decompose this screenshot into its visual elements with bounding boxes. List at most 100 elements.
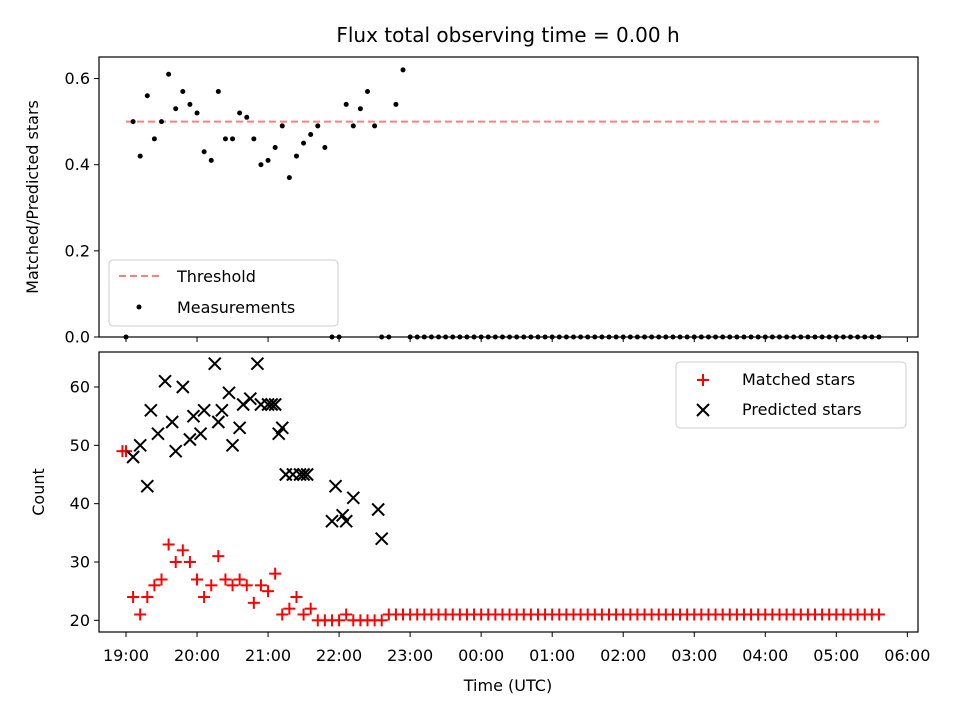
predicted-star-point (183, 432, 197, 447)
measurement-point (194, 110, 200, 116)
matched-star-point (205, 579, 218, 592)
bottom-x-ticks: 19:00 20:00 21:00 22:00 23:00 00:00 01:00 02:00… (103, 632, 930, 665)
predicted-star-point (243, 391, 258, 406)
bottom-x-tick-label: 03:00 (671, 646, 717, 665)
measurement-point (201, 149, 207, 155)
chart-title: Flux total observing time = 0.00 h (336, 23, 679, 47)
measurement-point (301, 140, 307, 146)
bottom-y-tick-label: 20 (70, 611, 90, 630)
measurement-point (159, 119, 165, 125)
bottom-x-tick-label: 19:00 (103, 646, 149, 665)
bottom-legend: Matched stars Predicted stars (675, 361, 907, 429)
matched-star-point (375, 614, 388, 627)
measurement-point (308, 132, 314, 138)
measurement-point (322, 144, 328, 150)
measurement-point (279, 123, 285, 129)
bottom-x-tick-label: 00:00 (458, 646, 504, 665)
predicted-star-point (225, 438, 240, 453)
predicted-star-point (165, 415, 179, 429)
predicted-star-point (375, 531, 389, 546)
predicted-star-point (325, 514, 339, 528)
matched-star-point (191, 573, 204, 586)
bottom-x-tick-label: 22:00 (316, 646, 362, 665)
matched-star-point (340, 608, 353, 621)
matched-star-point (212, 550, 225, 563)
measurement-point (372, 123, 378, 129)
top-y-tick-label: 0.2 (65, 241, 90, 260)
measurement-point (187, 101, 193, 107)
measurement-point (144, 93, 150, 99)
bottom-plot-area (116, 356, 885, 627)
measurement-point (272, 144, 278, 150)
measurement-point (350, 123, 356, 129)
matched-star-point (162, 538, 175, 551)
matched-star-point (276, 608, 289, 621)
predicted-legend-marker (696, 403, 710, 417)
measurement-point (400, 67, 406, 73)
bottom-y-tick-label: 60 (70, 378, 90, 397)
predicted-star-point (268, 397, 282, 412)
matched-star-point (333, 614, 346, 627)
predicted-star-point (215, 403, 229, 418)
measurements-legend-label: Measurements (177, 298, 295, 317)
measurement-point (166, 71, 172, 77)
matched-star-point (226, 579, 239, 592)
bottom-panel: 20 30 40 50 60 19:00 20:00 21:00 22:00 23:00 00:0… (29, 351, 930, 695)
threshold-legend-label: Threshold (176, 267, 256, 286)
matched-star-point (254, 579, 267, 592)
matched-star-point (219, 573, 232, 586)
matched-star-point (198, 591, 211, 603)
measurement-point (215, 88, 221, 94)
predicted-star-point (140, 479, 155, 493)
predicted-star-point (169, 444, 183, 458)
matched-star-point (269, 567, 282, 580)
measurement-point (315, 123, 321, 129)
matched-star-point (304, 602, 317, 615)
measurement-point (365, 88, 371, 94)
matched-star-point (240, 579, 253, 592)
predicted-star-point (346, 491, 361, 505)
predicted-star-point (193, 426, 208, 441)
predicted-star-point (186, 409, 201, 423)
measurement-point (343, 101, 349, 107)
measurement-point (230, 136, 236, 142)
measurements-legend-marker (136, 304, 142, 310)
matched-star-point (119, 445, 132, 458)
bottom-x-tick-label: 01:00 (529, 646, 575, 665)
measurement-point (293, 153, 299, 159)
bottom-y-tick-label: 50 (70, 436, 90, 455)
predicted-star-point (208, 356, 222, 371)
predicted-star-point (232, 421, 247, 435)
matched-star-point (262, 585, 275, 598)
matched-star-point (183, 556, 196, 568)
predicted-star-point (151, 426, 165, 441)
measurement-point (130, 119, 136, 125)
measurement-point (265, 157, 271, 163)
bottom-y-tick-label: 30 (70, 553, 90, 572)
bottom-x-tick-label: 06:00 (884, 646, 930, 665)
predicted-star-point (264, 397, 279, 412)
predicted-star-point (328, 479, 343, 493)
matched-star-point (290, 591, 303, 603)
matched-star-point (283, 602, 296, 615)
matched-star-point (169, 556, 182, 568)
bottom-axes-frame (98, 351, 919, 633)
top-panel: 0.0 0.2 0.4 0.6 Matched/Predicted stars Thr… (23, 56, 919, 347)
measurement-point (357, 106, 363, 112)
top-y-axis-label: Matched/Predicted stars (23, 100, 42, 294)
predicted-star-point (144, 403, 158, 418)
matched-star-point (134, 608, 147, 621)
measurement-point (258, 162, 264, 168)
measurement-point (237, 110, 243, 116)
predicted-star-point (197, 403, 211, 418)
x-axis-label: Time (UTC) (463, 676, 552, 695)
predicted-star-point (371, 502, 385, 517)
measurement-point (208, 157, 214, 163)
top-legend-box (108, 259, 339, 327)
matched-star-point (127, 591, 140, 603)
top-legend: Threshold Measurements (108, 259, 339, 327)
predicted-star-point (222, 386, 236, 400)
top-axes-frame (98, 56, 919, 338)
matched-legend-label: Matched stars (742, 370, 855, 389)
bottom-x-tick-label: 05:00 (813, 646, 859, 665)
